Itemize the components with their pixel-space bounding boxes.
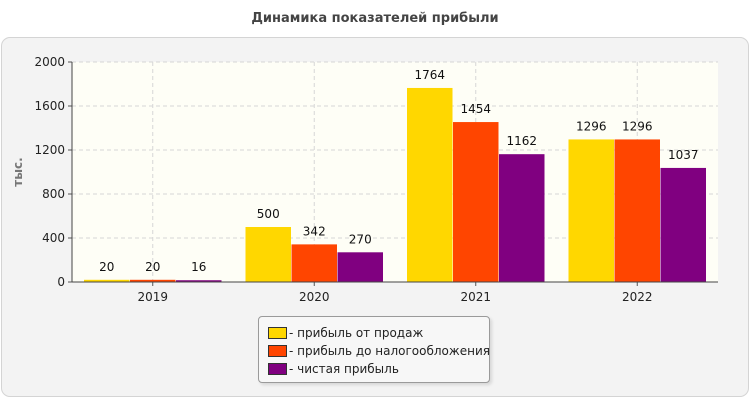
legend-item-pretax-profit: - прибыль до налогообложения xyxy=(268,343,490,359)
bar xyxy=(660,167,706,282)
data-label: 16 xyxy=(191,260,206,274)
legend-label-net-profit: - чистая прибыль xyxy=(289,362,399,376)
legend-swatch-sales-profit xyxy=(268,327,287,339)
data-label: 1162 xyxy=(506,134,537,148)
y-tick-label: 0 xyxy=(57,275,65,289)
x-tick-label: 2022 xyxy=(622,290,653,304)
legend-swatch-net-profit xyxy=(268,363,287,375)
bar xyxy=(291,244,337,282)
data-label: 500 xyxy=(257,207,280,221)
bar xyxy=(568,139,614,282)
bar xyxy=(614,139,660,282)
x-tick-label: 2021 xyxy=(460,290,491,304)
bar xyxy=(84,279,130,282)
legend-item-sales-profit: - прибыль от продаж xyxy=(268,325,423,341)
y-tick-label: 1600 xyxy=(34,99,65,113)
data-label: 1296 xyxy=(622,119,653,133)
legend-item-net-profit: - чистая прибыль xyxy=(268,361,399,377)
bar xyxy=(245,227,291,282)
data-label: 270 xyxy=(349,232,372,246)
data-label: 1037 xyxy=(668,148,699,162)
data-label: 20 xyxy=(145,260,160,274)
y-tick-label: 800 xyxy=(42,187,65,201)
legend-label-pretax-profit: - прибыль до налогообложения xyxy=(289,344,490,358)
bar xyxy=(130,279,176,282)
data-label: 1764 xyxy=(414,68,445,82)
chart-title: Динамика показателей прибыли xyxy=(251,11,499,26)
data-label: 1296 xyxy=(576,119,607,133)
x-tick-label: 2020 xyxy=(299,290,330,304)
data-label: 1454 xyxy=(460,102,491,116)
bar xyxy=(453,122,499,282)
y-tick-label: 400 xyxy=(42,231,65,245)
bar xyxy=(499,154,545,282)
y-axis-title: тыс. xyxy=(11,157,25,186)
legend-label-sales-profit: - прибыль от продаж xyxy=(289,326,424,340)
bar xyxy=(176,280,222,282)
data-label: 342 xyxy=(303,224,326,238)
legend-swatch-pretax-profit xyxy=(268,345,287,357)
legend: - прибыль от продаж - прибыль до налогоо… xyxy=(258,316,490,383)
bar xyxy=(407,87,453,283)
y-tick-label: 1200 xyxy=(34,143,65,157)
x-tick-label: 2019 xyxy=(137,290,168,304)
bar xyxy=(337,252,383,282)
data-label: 20 xyxy=(99,260,114,274)
y-tick-label: 2000 xyxy=(34,55,65,69)
